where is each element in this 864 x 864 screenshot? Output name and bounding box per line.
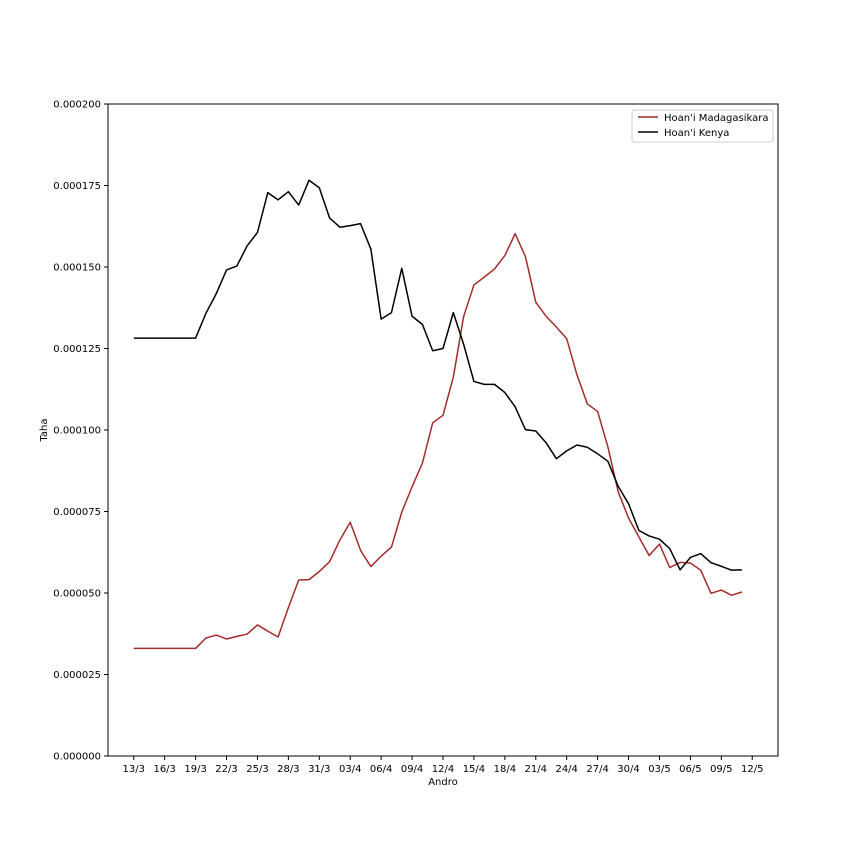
y-tick-label: 0.000075	[53, 507, 101, 518]
y-tick-label: 0.000150	[53, 263, 101, 274]
x-tick-label: 12/5	[741, 764, 763, 775]
x-tick-label: 31/3	[308, 764, 330, 775]
y-tick-label: 0.000050	[53, 589, 101, 600]
x-axis-label: Andro	[428, 777, 458, 788]
y-tick-label: 0.000200	[53, 100, 101, 111]
series-line-kenya	[133, 179, 742, 571]
y-tick-label: 0.000125	[53, 344, 101, 355]
plot-frame	[107, 103, 779, 757]
y-tick-label: 0.000100	[53, 426, 101, 437]
x-tick-label: 12/4	[432, 764, 454, 775]
y-tick-label: 0.000025	[53, 670, 101, 681]
x-tick-label: 22/3	[215, 764, 237, 775]
x-tick-label: 03/4	[339, 764, 361, 775]
x-axis: 13/3 16/3 19/3 22/3 25/3 28/3 31/3 03/4 06/4 09/4…	[123, 756, 763, 775]
x-tick-label: 27/4	[586, 764, 608, 775]
legend-label-madagascar: Hoan'i Madagasikara	[664, 113, 769, 124]
x-tick-label: 24/4	[555, 764, 577, 775]
series-layer	[133, 179, 743, 650]
x-tick-label: 06/5	[679, 764, 701, 775]
x-tick-label: 03/5	[648, 764, 670, 775]
x-tick-label: 28/3	[277, 764, 299, 775]
x-tick-label: 18/4	[494, 764, 516, 775]
x-tick-label: 30/4	[617, 764, 639, 775]
x-tick-label: 21/4	[525, 764, 547, 775]
series-line-madagascar	[133, 233, 743, 650]
legend: Hoan'i Madagasikara Hoan'i Kenya	[631, 109, 774, 143]
y-axis: 0.000000 0.000025 0.000050 0.000075 0.000100…	[53, 100, 108, 763]
x-tick-label: 06/4	[370, 764, 392, 775]
y-tick-label: 0.000000	[53, 752, 101, 763]
y-tick-label: 0.000175	[53, 181, 101, 192]
x-tick-label: 13/3	[123, 764, 145, 775]
legend-box	[631, 109, 774, 143]
legend-label-kenya: Hoan'i Kenya	[664, 128, 729, 139]
x-tick-label: 15/4	[463, 764, 485, 775]
x-tick-label: 09/5	[710, 764, 732, 775]
x-tick-label: 16/3	[153, 764, 175, 775]
x-tick-label: 25/3	[246, 764, 268, 775]
x-tick-label: 19/3	[184, 764, 206, 775]
x-tick-label: 09/4	[401, 764, 423, 775]
y-axis-label: Taha	[39, 418, 50, 442]
